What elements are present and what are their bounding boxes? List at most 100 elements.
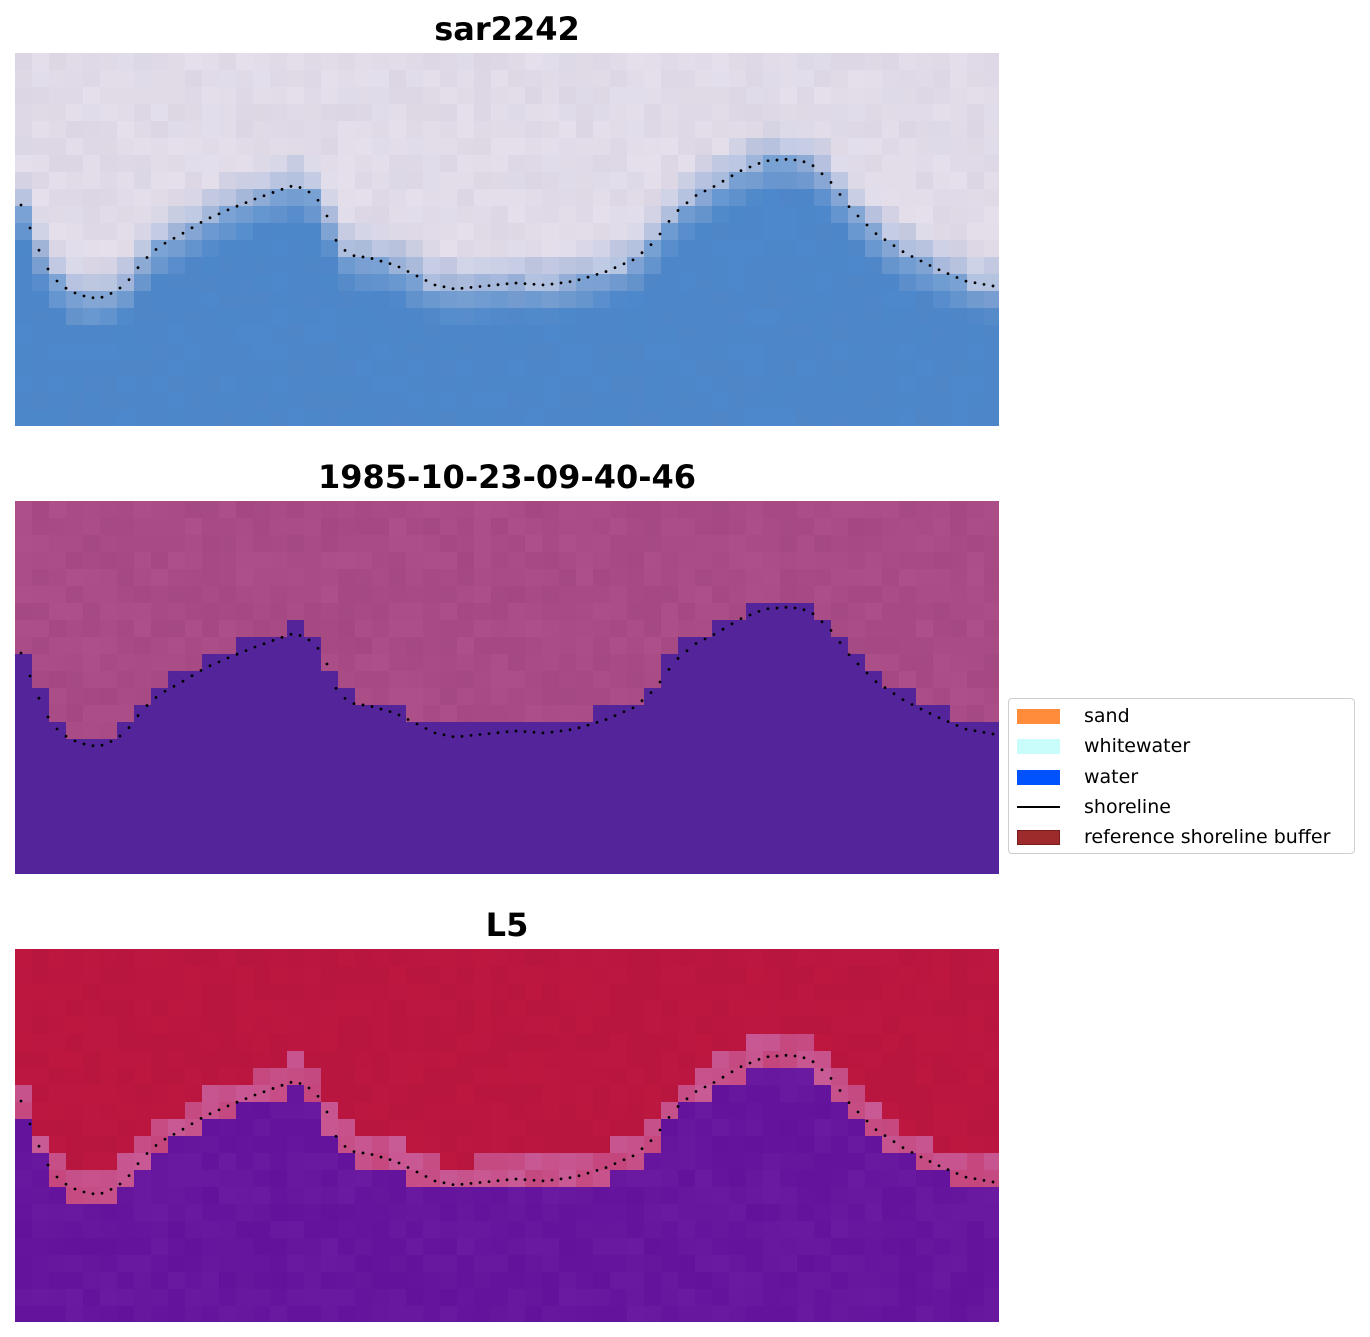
shoreline-dot (325, 1110, 329, 1114)
shoreline-dot (883, 686, 887, 690)
shoreline-dot (685, 649, 689, 653)
shoreline-dot (613, 1162, 617, 1166)
shoreline-dot (982, 1178, 986, 1182)
shoreline-dot (181, 231, 185, 235)
shoreline-dot (334, 238, 338, 242)
shoreline-dot (73, 1187, 77, 1191)
shoreline-dot (325, 214, 329, 218)
shoreline-dot (505, 1178, 509, 1182)
shoreline-dot (946, 272, 950, 276)
shoreline-dot (676, 209, 680, 212)
shoreline-dot (775, 606, 779, 610)
shoreline-dot (676, 657, 680, 660)
shoreline-dot (766, 159, 770, 163)
shoreline-dot (82, 294, 86, 298)
panel-title-index: L5 (485, 906, 529, 944)
shoreline-dot (397, 713, 401, 717)
shoreline-dot (937, 716, 941, 720)
shoreline-dot (469, 1182, 473, 1185)
shoreline-dot (865, 223, 869, 227)
shoreline-dot (172, 236, 176, 240)
shoreline-dot (109, 1188, 113, 1191)
shoreline-dot (559, 281, 563, 285)
shoreline-dot (559, 1177, 563, 1181)
shoreline-dot (541, 283, 545, 287)
shoreline-dot (433, 731, 437, 735)
shoreline-dot (199, 1117, 203, 1120)
shoreline-dot (64, 1182, 68, 1186)
shoreline-dot (631, 258, 635, 262)
shoreline-dot (802, 160, 806, 164)
shoreline-dot (973, 1177, 977, 1181)
shoreline-dot (937, 1164, 941, 1168)
shoreline-dot (874, 1128, 878, 1132)
shoreline-dot (208, 1112, 212, 1116)
shoreline-dot (361, 1151, 365, 1155)
shoreline-dot (964, 727, 968, 731)
shoreline-dot (694, 642, 698, 645)
shoreline-dot (433, 283, 437, 287)
shoreline-dot (370, 705, 374, 708)
shoreline-dot (496, 1179, 500, 1183)
shoreline-dot (919, 707, 923, 711)
shoreline-dot (892, 692, 896, 696)
shoreline-dot (352, 1150, 356, 1153)
shoreline-dot (730, 1070, 734, 1074)
legend-label-sand: sand (1084, 705, 1130, 727)
shoreline-dot (757, 1058, 761, 1061)
shoreline-dot (172, 1132, 176, 1136)
shoreline-dot (469, 734, 473, 737)
shoreline-dot (649, 243, 653, 247)
shoreline-dot (154, 1144, 158, 1147)
reference-buffer-swatch (1017, 830, 1060, 845)
shoreline-dot (379, 1155, 383, 1159)
shoreline-dot (811, 612, 815, 616)
shoreline-dot (901, 1146, 905, 1150)
shoreline-dot (181, 1127, 185, 1131)
shoreline-dot (487, 284, 491, 287)
shoreline-dot (838, 193, 842, 196)
shoreline-dot (406, 718, 410, 721)
shoreline-dot (541, 731, 545, 735)
shoreline-dot (784, 1053, 788, 1057)
shoreline-dot (550, 1178, 554, 1182)
shoreline-dot (379, 259, 383, 263)
shoreline-dot (703, 189, 707, 193)
shoreline-dot (388, 1158, 392, 1161)
shoreline-dot (334, 1134, 338, 1138)
shoreline-dot (208, 664, 212, 668)
shoreline-dot (919, 259, 923, 263)
shoreline-dot (226, 656, 230, 660)
shoreline-dot (937, 268, 941, 272)
shoreline-dot (118, 286, 122, 290)
shoreline-dot (46, 1163, 50, 1167)
shoreline-dot (784, 605, 788, 609)
shoreline-dot (712, 185, 716, 188)
shoreline-dot (190, 226, 194, 230)
shoreline-dot (514, 729, 518, 733)
shoreline-dot (37, 696, 41, 700)
shoreline-dot (856, 214, 860, 218)
shoreline-line-swatch (1017, 806, 1060, 808)
shoreline-dot (622, 262, 626, 266)
shoreline-dot (244, 201, 248, 205)
shoreline-dot (910, 255, 914, 258)
shoreline-dot (820, 172, 824, 176)
shoreline-dot (622, 1158, 626, 1162)
shoreline-dot (217, 1108, 221, 1112)
shoreline-dot (748, 165, 752, 169)
shoreline-dot (793, 1054, 797, 1058)
shoreline-dot (892, 244, 896, 248)
shoreline-dot (721, 627, 725, 631)
shoreline-dot (910, 703, 914, 706)
shoreline-dot (739, 617, 743, 620)
shoreline-dot (748, 613, 752, 617)
shoreline-dot (199, 669, 203, 672)
legend-label-whitewater: whitewater (1084, 735, 1191, 757)
shoreline-dot (946, 1168, 950, 1172)
shoreline-dot (964, 279, 968, 283)
shoreline-dot (991, 284, 995, 288)
shoreline-dot (154, 248, 158, 251)
shoreline-dot (217, 212, 221, 216)
shoreline-dot (802, 608, 806, 612)
